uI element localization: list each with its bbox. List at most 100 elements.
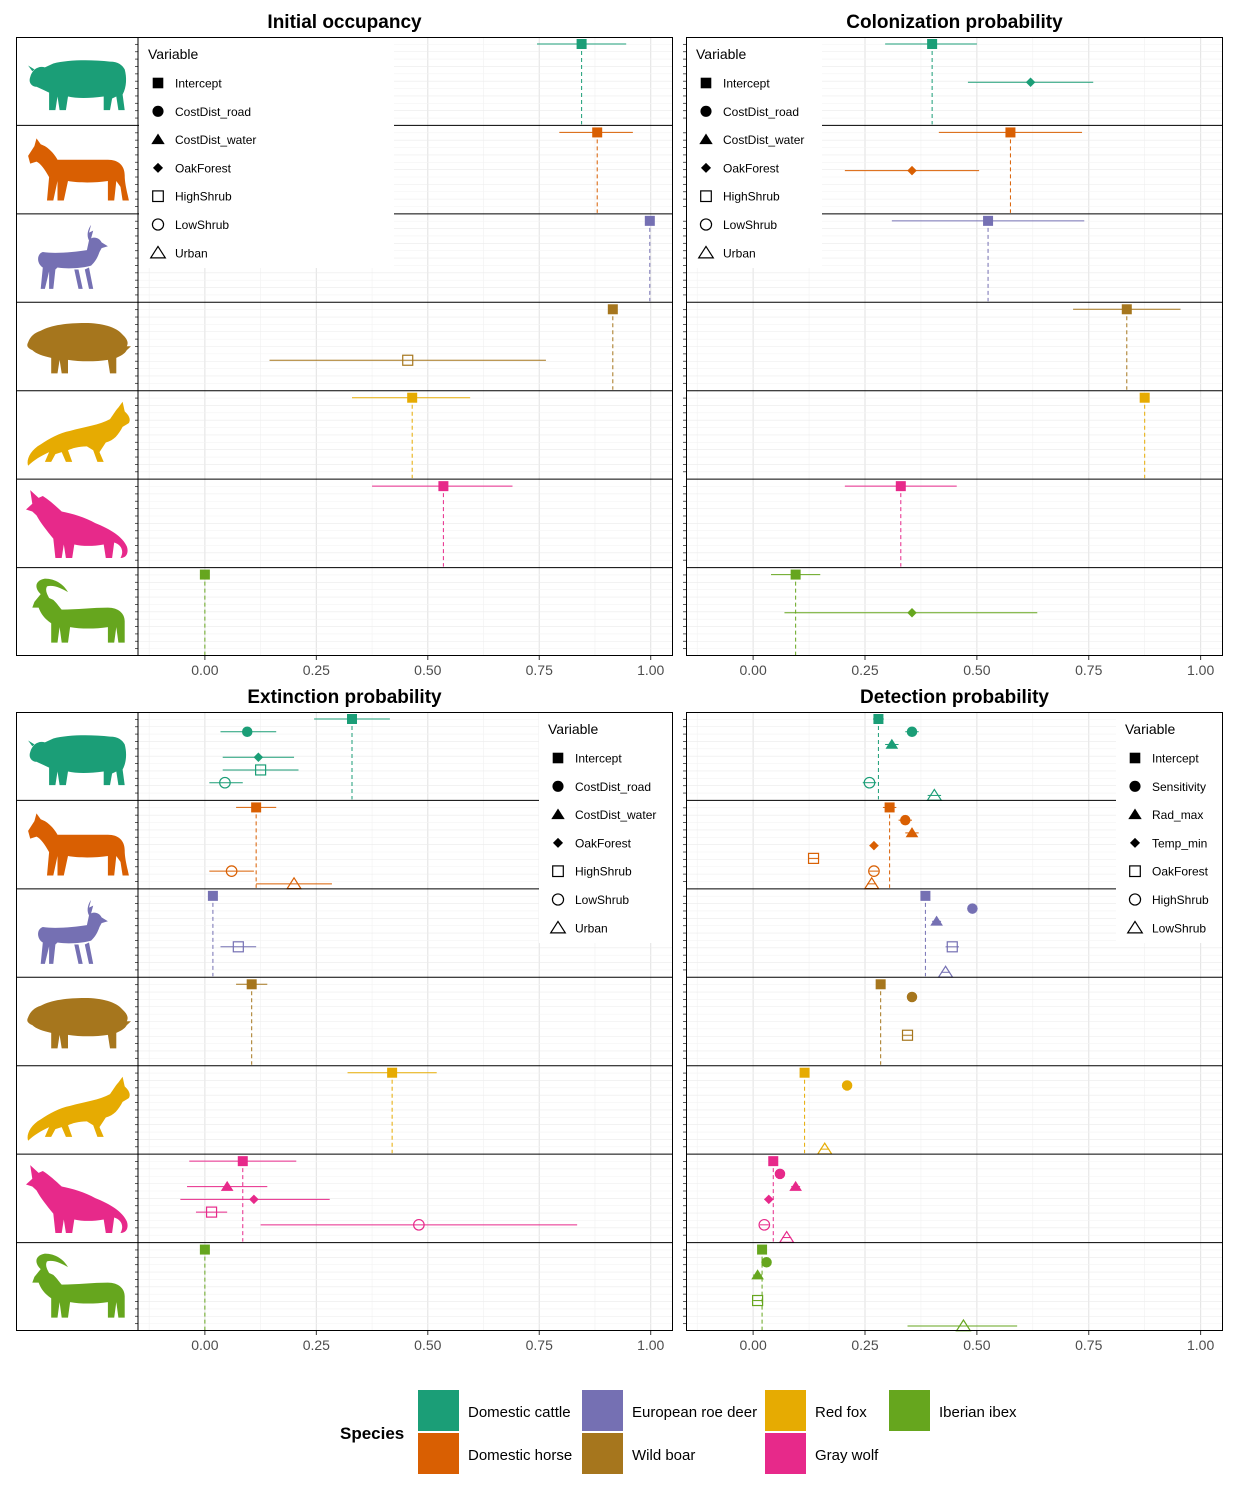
x-tick-label: 1.00	[637, 1337, 664, 1353]
legend-label: LowShrub	[1152, 921, 1206, 935]
point-intercept	[199, 1244, 210, 1255]
species-legend: Species Domestic cattle Domestic horse Eur…	[340, 1390, 1017, 1474]
legend-key-intercept	[1129, 752, 1141, 764]
legend-key-urban	[697, 245, 715, 259]
legend-label: CostDist_road	[575, 780, 651, 794]
point-intercept	[199, 569, 210, 580]
legend-label: CostDist_water	[575, 808, 656, 822]
variable-legend-title: Variable	[1125, 721, 1176, 737]
species-swatch-roedeer	[582, 1390, 623, 1431]
legend-key-costdist_road	[552, 780, 564, 792]
legend-key-oakforest	[152, 162, 164, 173]
point-oakforest	[901, 1029, 914, 1041]
point-costdist_water	[220, 1180, 234, 1191]
point-sensitivity	[900, 814, 911, 826]
point-sensitivity	[841, 1080, 853, 1091]
point-intercept	[347, 714, 357, 724]
panel-border	[16, 37, 673, 656]
legend-key-highshrub	[700, 190, 712, 203]
legend-key-lowshrub	[551, 893, 565, 906]
legend-label: Urban	[175, 246, 208, 260]
legend-key-temp_min	[1129, 837, 1141, 848]
legend-key-oakforest	[552, 837, 564, 848]
panel-border	[686, 712, 1223, 1331]
x-tick-label: 0.00	[740, 1337, 767, 1353]
point-intercept	[607, 304, 618, 315]
point-highshrub	[402, 354, 414, 366]
point-oakforest	[946, 941, 958, 953]
data-marks	[180, 714, 578, 1330]
x-tick-label: 0.25	[851, 1337, 878, 1353]
point-intercept	[895, 481, 906, 492]
panel-border	[686, 37, 1223, 656]
red-fox-icon	[27, 1076, 130, 1141]
x-tick-label: 0.75	[526, 662, 553, 678]
panel-title: Extinction probability	[247, 687, 442, 708]
data-marks	[751, 714, 1018, 1332]
x-tick-label: 0.25	[303, 1337, 330, 1353]
species-label-horse: Domestic horse	[468, 1447, 572, 1464]
legend-key-urban	[549, 920, 567, 934]
cattle-icon	[28, 735, 127, 786]
x-tick-label: 0.75	[1075, 1337, 1102, 1353]
point-oakforest	[907, 165, 917, 176]
x-tick-label: 0.75	[1075, 662, 1102, 678]
legend-key-costdist_water	[551, 808, 565, 820]
point-intercept	[387, 1067, 398, 1078]
variable-legend-title: Variable	[148, 46, 199, 62]
variable-legend: Variable Intercept Sensitivity Rad_max Temp_…	[1116, 713, 1222, 943]
legend-key-urban	[149, 245, 167, 259]
wild-boar-icon	[27, 997, 131, 1049]
point-intercept	[644, 215, 655, 226]
species-label-boar: Wild boar	[632, 1447, 695, 1464]
point-sensitivity	[967, 903, 978, 914]
legend-label: Urban	[723, 246, 756, 260]
legend-label: LowShrub	[723, 218, 777, 232]
data-marks	[771, 39, 1181, 655]
panel-title: Colonization probability	[846, 12, 1063, 33]
variable-legend-title: Variable	[696, 46, 747, 62]
x-tick-label: 0.50	[963, 1337, 990, 1353]
x-tick-label: 1.00	[637, 662, 664, 678]
point-highshrub	[255, 764, 267, 776]
point-intercept	[207, 890, 218, 901]
legend-key-highshrub	[552, 865, 564, 878]
legend-key-intercept	[152, 77, 164, 89]
x-tick-label: 1.00	[1187, 1337, 1214, 1353]
legend-key-rad_max	[1128, 808, 1142, 820]
legend-key-lowshrub	[151, 218, 165, 231]
x-tick-label: 0.25	[851, 662, 878, 678]
legend-label: CostDist_road	[723, 105, 799, 119]
species-label-fox: Red fox	[815, 1404, 867, 1421]
species-swatch-horse	[418, 1433, 459, 1474]
point-rad_max	[789, 1180, 802, 1191]
point-intercept	[757, 1244, 768, 1255]
point-intercept	[790, 569, 801, 580]
legend-key-intercept	[700, 77, 712, 89]
point-highshrub	[868, 865, 880, 877]
cattle-icon	[28, 60, 127, 111]
point-temp_min	[764, 1194, 774, 1205]
legend-key-sensitivity	[1129, 780, 1141, 792]
species-label-roedeer: European roe deer	[632, 1404, 757, 1421]
iberian-ibex-icon	[32, 1253, 125, 1318]
iberian-ibex-icon	[32, 578, 125, 643]
point-sensitivity	[761, 1257, 772, 1268]
x-tick-label: 0.00	[740, 662, 767, 678]
point-rad_max	[885, 738, 899, 749]
point-costdist_road	[241, 726, 253, 737]
point-intercept	[1005, 127, 1016, 138]
legend-label: HighShrub	[1152, 893, 1209, 907]
point-intercept	[768, 1156, 779, 1167]
variable-legend: Variable Intercept CostDist_road CostDist_w…	[139, 38, 394, 268]
x-tick-label: 0.50	[414, 662, 441, 678]
point-intercept	[927, 39, 938, 49]
legend-label: CostDist_water	[723, 133, 804, 147]
species-label-cattle: Domestic cattle	[468, 1404, 571, 1421]
red-fox-icon	[27, 401, 130, 466]
species-swatch-fox	[765, 1390, 806, 1431]
legend-label: HighShrub	[575, 865, 632, 879]
point-oakforest	[253, 752, 264, 762]
legend-key-costdist_road	[700, 105, 712, 117]
x-tick-label: 1.00	[1187, 662, 1214, 678]
